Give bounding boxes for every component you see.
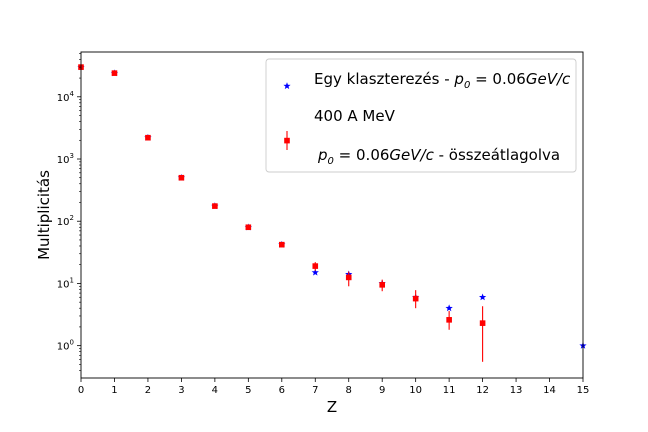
legend-entry-2-symbol: p — [317, 146, 328, 164]
x-tick-label: 3 — [178, 385, 184, 396]
legend-box — [265, 58, 577, 173]
legend-marker-square-errorbar — [284, 131, 290, 150]
x-tick-label: 9 — [379, 385, 385, 396]
y-tick-exponent: 4 — [70, 90, 75, 98]
data-marks — [77, 63, 587, 362]
y-tick-label: 100 — [57, 339, 74, 353]
y-tick-base: 10 — [57, 342, 70, 353]
legend-marker-star — [283, 82, 291, 90]
x-tick-label: 12 — [476, 385, 489, 396]
x-axis-label: Z — [327, 398, 337, 416]
y-axis-label: Multiplicitás — [35, 170, 53, 260]
legend-entry-2-unit: GeV/c — [389, 146, 434, 164]
legend-entry-2-subscript: 0 — [328, 156, 334, 167]
x-tick-label: 10 — [409, 385, 422, 396]
legend-entry-2-equals: = 0.06 — [334, 146, 390, 164]
legend-entry-2: p0 = 0.06GeV/c - összeátlagolva — [317, 146, 560, 167]
point-square — [245, 224, 252, 231]
y-tick-exponent: 2 — [70, 214, 74, 222]
x-tick-label: 14 — [543, 385, 556, 396]
legend-note: 400 A MeV — [314, 107, 396, 125]
y-tick-label: 101 — [57, 276, 74, 290]
point-star — [445, 304, 453, 312]
y-tick-label: 103 — [57, 152, 74, 166]
x-axis-ticks: 0 1 2 3 4 5 6 7 8 9 10 11 12 13 14 15 — [78, 378, 590, 396]
x-tick-label: 1 — [111, 385, 117, 396]
x-tick-label: 15 — [577, 385, 590, 396]
y-tick-exponent: 0 — [70, 339, 74, 347]
legend-entry-1-equals: = 0.06 — [470, 70, 526, 88]
x-tick-label: 0 — [78, 385, 84, 396]
point-square — [178, 174, 185, 181]
plot-frame — [80, 51, 584, 379]
legend-entry-1-subscript: 0 — [464, 80, 470, 91]
point-square — [345, 274, 352, 281]
y-tick-exponent: 1 — [70, 276, 74, 284]
y-tick-label: 102 — [57, 214, 74, 228]
point-square — [145, 134, 151, 141]
legend-entry-1-unit: GeV/c — [526, 70, 571, 88]
point-star — [478, 293, 487, 301]
legend-star-glyph — [283, 82, 291, 90]
x-tick-label: 13 — [510, 385, 523, 396]
point-square — [212, 203, 218, 209]
legend-entry-1-symbol: p — [453, 70, 464, 88]
point-star — [311, 268, 319, 276]
x-tick-label: 2 — [145, 385, 151, 396]
x-tick-label: 8 — [346, 385, 352, 396]
legend-entry-1: Egy klaszterezés - p0 = 0.06GeV/c — [314, 70, 571, 91]
point-square — [446, 317, 452, 323]
y-tick-base: 10 — [57, 279, 70, 290]
point-square — [379, 282, 385, 288]
x-tick-label: 6 — [279, 385, 285, 396]
y-tick-base: 10 — [57, 93, 70, 104]
point-square — [279, 241, 285, 248]
legend-entry-1-prefix: Egy klaszterezés - — [314, 70, 454, 88]
y-tick-exponent: 3 — [70, 152, 74, 160]
y-tick-label: 104 — [57, 90, 75, 104]
point-square — [111, 70, 118, 76]
point-square — [412, 295, 419, 302]
point-square — [312, 263, 319, 269]
x-tick-label: 4 — [212, 385, 218, 396]
x-tick-label: 7 — [312, 385, 318, 396]
y-tick-base: 10 — [57, 155, 70, 166]
x-tick-label: 5 — [245, 385, 251, 396]
y-tick-base: 10 — [57, 217, 70, 228]
x-tick-label: 11 — [443, 385, 456, 396]
legend-entry-2-suffix: - összeátlagolva — [434, 146, 560, 164]
legend-square-glyph — [284, 137, 290, 144]
legend: Egy klaszterezés - p0 = 0.06GeV/c 400 A … — [265, 58, 577, 173]
point-square — [479, 320, 486, 326]
